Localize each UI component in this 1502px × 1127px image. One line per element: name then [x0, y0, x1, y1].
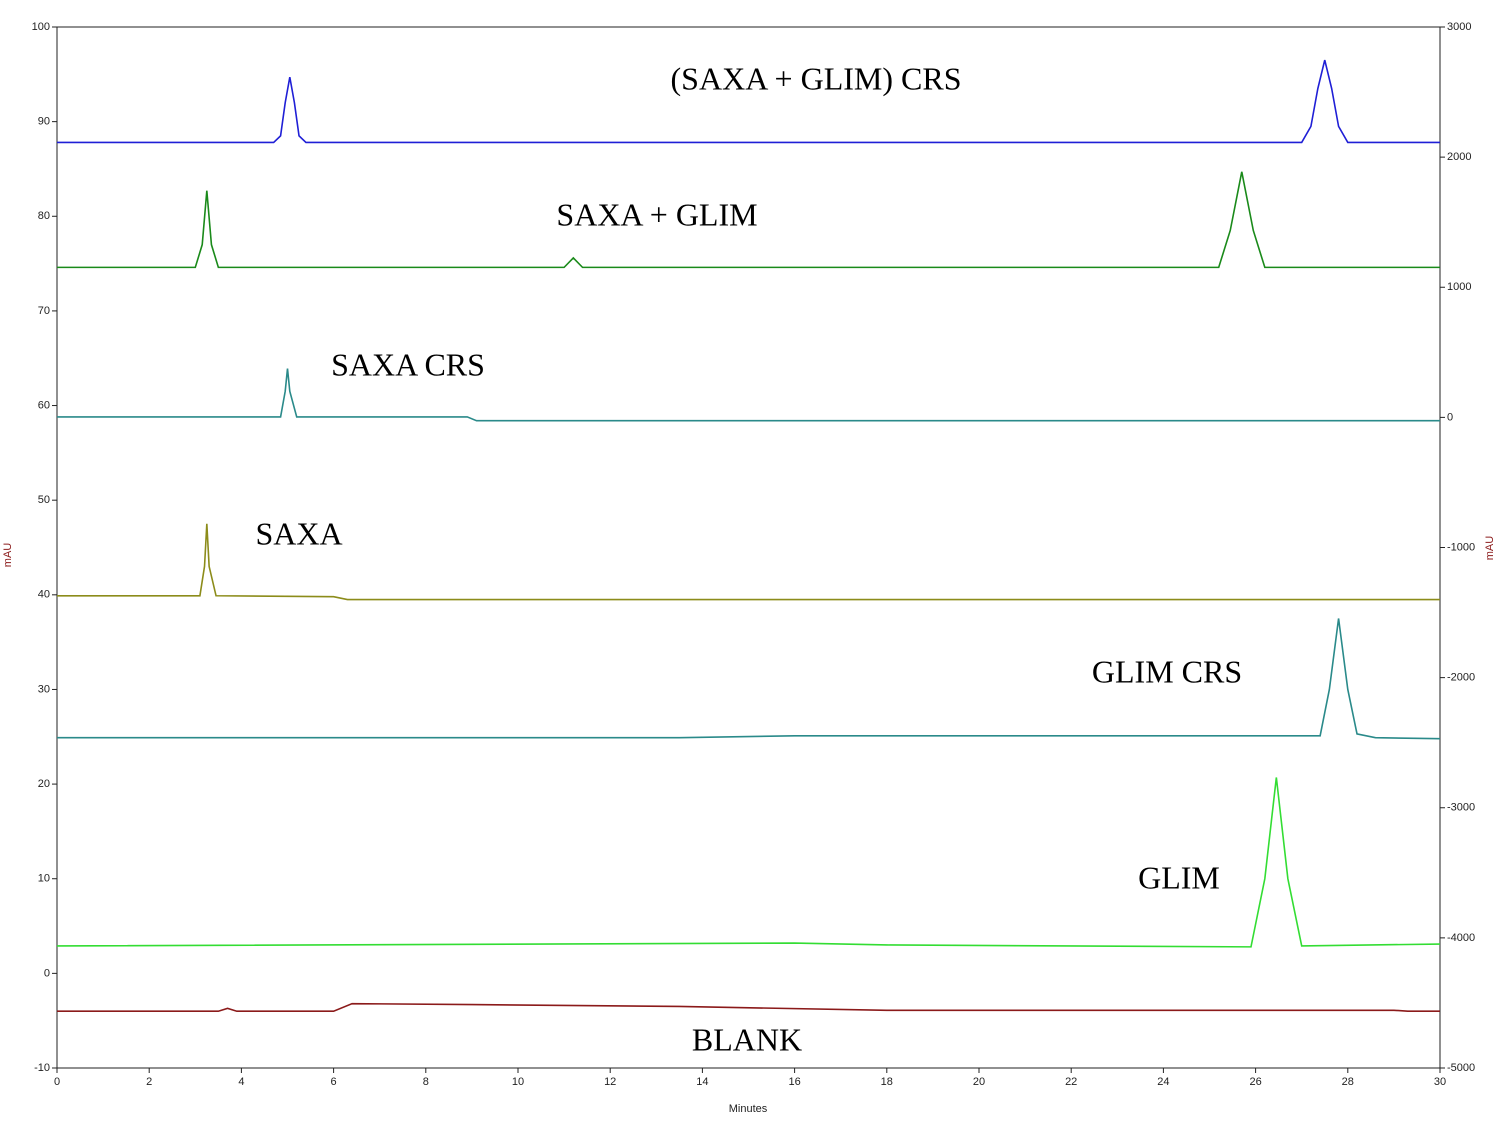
y-tick-label: 30	[38, 683, 50, 695]
y-tick-label: 100	[32, 21, 50, 33]
y2-tick-label: 3000	[1447, 21, 1471, 33]
x-tick-label: 10	[512, 1076, 524, 1088]
x-tick-label: 6	[331, 1076, 337, 1088]
trace	[57, 171, 1440, 269]
y2-tick-label: 0	[1447, 411, 1453, 423]
trace-label: (SAXA + GLIM) CRS	[671, 60, 962, 96]
y-tick-label: 90	[38, 116, 50, 128]
x-tick-label: 12	[604, 1076, 616, 1088]
x-tick-label: 14	[696, 1076, 708, 1088]
y-tick-label: 60	[38, 399, 50, 411]
y2-tick-label: -4000	[1447, 932, 1475, 944]
x-tick-label: 22	[1065, 1076, 1077, 1088]
x-tick-label: 4	[238, 1076, 244, 1088]
x-tick-label: 20	[973, 1076, 985, 1088]
y-tick-label: 80	[38, 210, 50, 222]
x-tick-label: 2	[146, 1076, 152, 1088]
y-tick-label: 50	[38, 494, 50, 506]
y2-tick-label: -3000	[1447, 802, 1475, 814]
x-axis-label: Minutes	[729, 1103, 768, 1115]
trace	[56, 777, 1441, 948]
trace-label: GLIM	[1138, 859, 1220, 895]
trace-label: SAXA + GLIM	[556, 196, 757, 232]
y2-tick-label: 1000	[1447, 281, 1471, 293]
y2-tick-label: -1000	[1447, 541, 1475, 553]
y-tick-label: 10	[38, 873, 50, 885]
y-axis-label: mAU	[2, 543, 14, 568]
y-tick-label: 70	[38, 305, 50, 317]
x-tick-label: 24	[1157, 1076, 1169, 1088]
trace	[57, 368, 1440, 422]
y2-axis-label: mAU	[1484, 536, 1496, 561]
x-tick-label: 30	[1434, 1076, 1446, 1088]
x-tick-label: 8	[423, 1076, 429, 1088]
x-tick-label: 0	[54, 1076, 60, 1088]
trace-label: BLANK	[692, 1021, 802, 1057]
y2-tick-label: -2000	[1447, 672, 1475, 684]
y2-tick-label: -5000	[1447, 1062, 1475, 1074]
trace-label: GLIM CRS	[1092, 653, 1242, 689]
trace	[57, 1002, 1440, 1013]
trace	[57, 523, 1440, 601]
trace	[57, 59, 1440, 144]
y-tick-label: 40	[38, 589, 50, 601]
y-tick-label: -10	[34, 1062, 50, 1074]
x-tick-label: 28	[1342, 1076, 1354, 1088]
x-tick-label: 26	[1249, 1076, 1261, 1088]
trace-label: SAXA	[255, 515, 342, 551]
trace	[57, 618, 1441, 740]
y-tick-label: 0	[44, 967, 50, 979]
y-tick-label: 20	[38, 778, 50, 790]
trace-label: SAXA CRS	[331, 346, 485, 382]
y2-tick-label: 2000	[1447, 151, 1471, 163]
x-tick-label: 18	[881, 1076, 893, 1088]
x-tick-label: 16	[788, 1076, 800, 1088]
